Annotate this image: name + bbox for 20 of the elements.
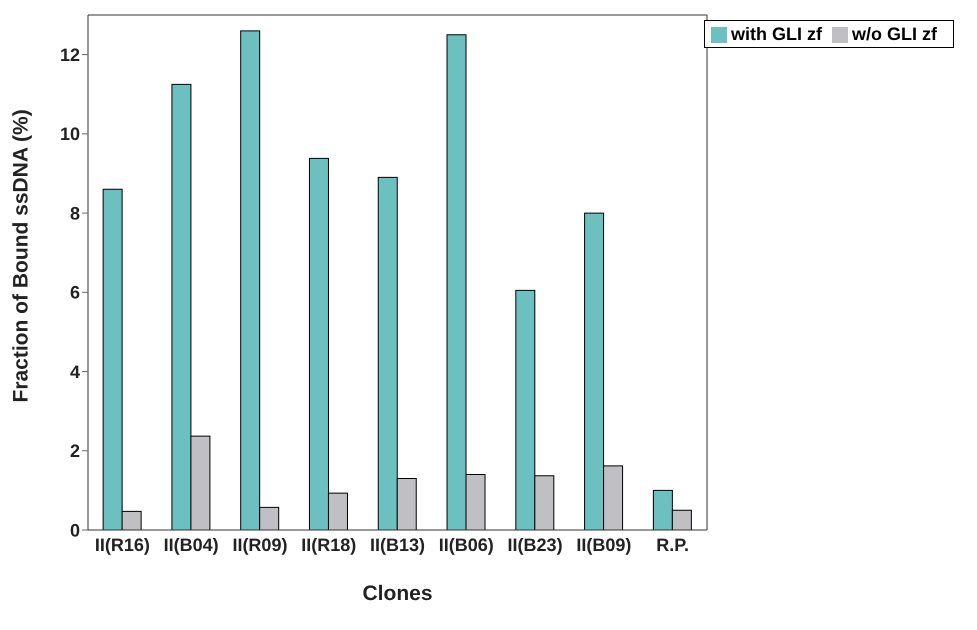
y-tick-label: 0	[70, 520, 80, 540]
legend-label: with GLI zf	[731, 24, 822, 44]
y-tick-label: 6	[70, 282, 80, 303]
x-tick-label: II(R09)	[232, 534, 288, 555]
x-tick-label: II(R16)	[94, 534, 150, 555]
y-tick-label: 10	[60, 124, 80, 144]
y-tick-label: 12	[60, 45, 80, 66]
x-tick-label: R.P.	[656, 534, 689, 555]
legend-label: w/o GLI zf	[852, 24, 937, 44]
x-axis-title: Clones	[362, 582, 433, 605]
y-tick-label: 4	[70, 362, 80, 382]
x-tick-label: II(B23)	[508, 534, 563, 555]
x-tick-label: II(B09)	[576, 534, 632, 555]
x-tick-label: II(B06)	[438, 534, 494, 555]
x-tick-label: II(B04)	[164, 534, 219, 555]
x-tick-label: II(R18)	[301, 534, 356, 555]
y-tick-label: 2	[70, 441, 80, 462]
x-tick-label: II(B13)	[370, 534, 426, 555]
y-tick-label: 8	[70, 203, 80, 224]
y-axis-title: Fraction of Bound ssDNA (%)	[9, 109, 32, 402]
